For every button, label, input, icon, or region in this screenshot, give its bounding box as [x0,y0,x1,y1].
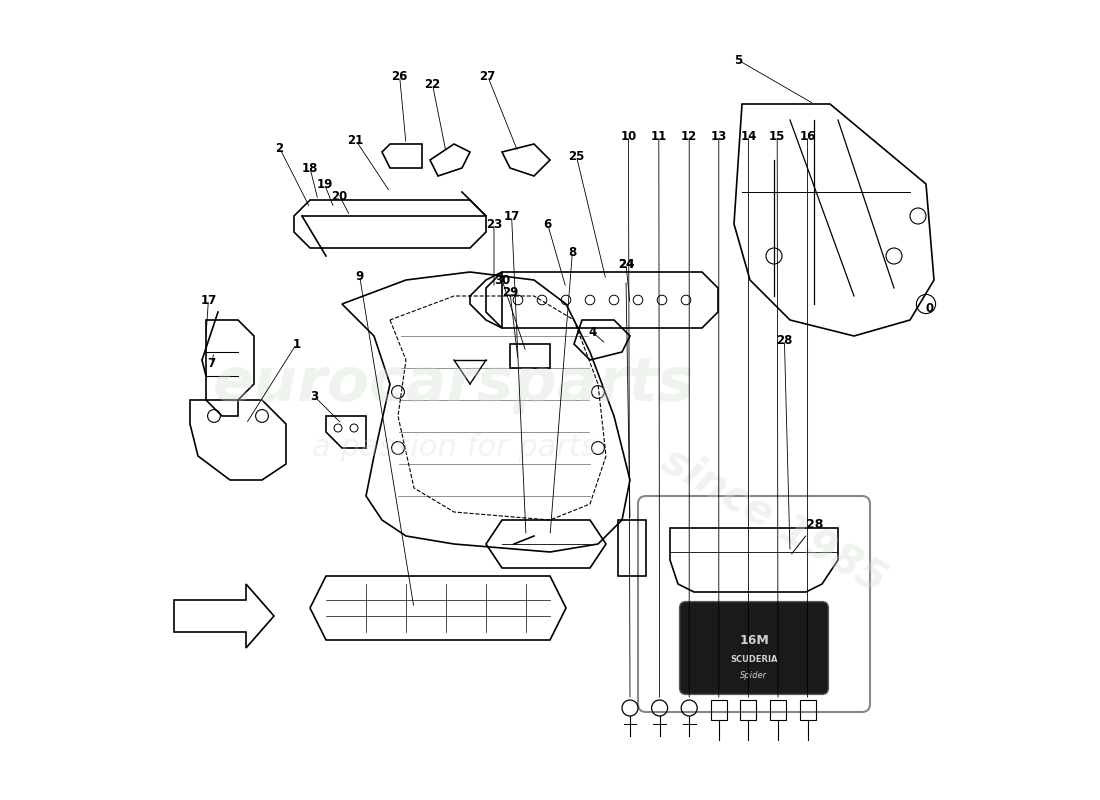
Text: since 1985: since 1985 [654,439,893,601]
Text: 28: 28 [777,334,793,346]
Text: 6: 6 [543,218,552,230]
Text: Spider: Spider [740,670,768,680]
Text: 27: 27 [480,70,496,82]
Bar [740,700,757,720]
Text: 29: 29 [502,286,518,298]
Text: 5: 5 [734,54,742,66]
Text: 1: 1 [293,338,300,350]
Bar [800,700,815,720]
Text: a passion for parts: a passion for parts [311,434,596,462]
Text: 17: 17 [504,210,519,222]
Text: eurocarsparts: eurocarsparts [213,354,695,414]
Text: 3: 3 [310,390,318,402]
Text: 23: 23 [486,218,502,230]
Text: 24: 24 [618,258,635,270]
Text: 16: 16 [800,130,816,142]
Text: 4: 4 [588,326,596,338]
Text: 9: 9 [355,270,364,282]
Text: 2: 2 [275,142,284,154]
Text: 25: 25 [569,150,584,162]
Text: 30: 30 [494,274,510,286]
Text: 11: 11 [651,130,667,142]
Text: 19: 19 [316,178,332,190]
Text: 10: 10 [620,130,637,142]
Text: 15: 15 [769,130,785,142]
Text: 21: 21 [348,134,364,146]
Polygon shape [174,584,274,648]
Text: 7: 7 [208,358,216,370]
Text: 22: 22 [425,78,440,90]
Text: SCUDERIA: SCUDERIA [730,655,778,665]
Bar [711,700,727,720]
Text: 24: 24 [618,258,635,270]
Bar [770,700,786,720]
Text: 18: 18 [301,162,318,174]
Text: 13: 13 [711,130,727,142]
Text: 12: 12 [681,130,697,142]
Text: 26: 26 [392,70,408,82]
Text: 28: 28 [792,518,824,554]
Text: 8: 8 [569,246,576,258]
Text: 0: 0 [926,302,934,314]
Text: 14: 14 [740,130,757,142]
Text: 20: 20 [331,190,348,202]
FancyBboxPatch shape [680,602,828,694]
Text: 17: 17 [200,294,217,306]
Text: 16M: 16M [739,634,769,646]
